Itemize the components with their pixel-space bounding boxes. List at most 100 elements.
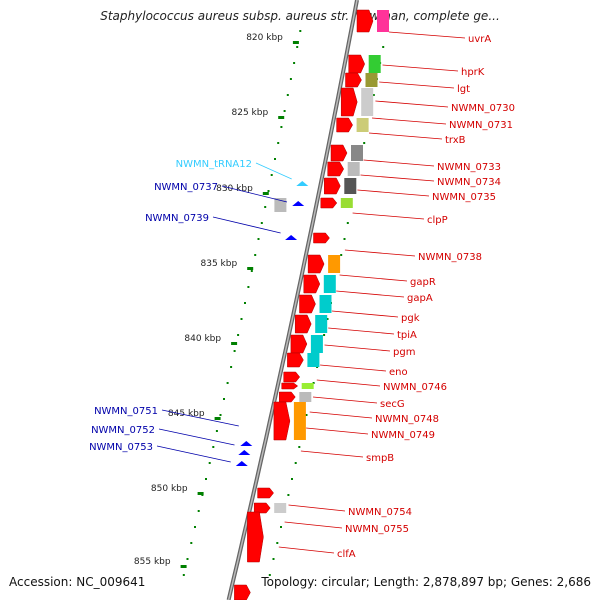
outer-tick-dot bbox=[346, 222, 349, 224]
gene-box bbox=[361, 88, 374, 116]
tick-dot bbox=[270, 174, 273, 176]
gene-label: NWMN_0738 bbox=[418, 252, 482, 263]
tick-label: 820 kbp bbox=[246, 33, 283, 43]
gene-arrow bbox=[247, 511, 264, 563]
gene-arrow bbox=[313, 232, 330, 244]
outer-tick-dot bbox=[372, 94, 375, 96]
outer-tick-dot bbox=[343, 238, 346, 240]
gene-arrow bbox=[253, 502, 271, 514]
gene-arrow bbox=[287, 352, 304, 368]
leader-line bbox=[382, 64, 459, 72]
gene-label: trxB bbox=[445, 135, 466, 146]
leader-line bbox=[357, 189, 430, 197]
gene-box bbox=[377, 10, 389, 32]
leader-line bbox=[352, 212, 425, 220]
leader-line bbox=[375, 100, 449, 108]
outer-tick-dot bbox=[298, 446, 301, 448]
tick-dot bbox=[260, 222, 263, 224]
outer-tick-dot bbox=[294, 462, 297, 464]
gene-box bbox=[344, 178, 357, 194]
gene-label: clfA bbox=[337, 549, 356, 560]
outer-tick-dot bbox=[280, 526, 282, 528]
gene-label: NWMN_0730 bbox=[451, 103, 515, 114]
gene-arrow bbox=[283, 371, 301, 383]
tick-dot bbox=[254, 254, 257, 256]
gene-box bbox=[368, 55, 381, 73]
major-tick bbox=[247, 267, 254, 270]
left-gene-arrow bbox=[296, 181, 309, 186]
gene-arrow bbox=[294, 314, 312, 334]
tick-dot bbox=[283, 110, 286, 112]
major-tick bbox=[180, 565, 187, 568]
gene-label: gapR bbox=[410, 277, 436, 288]
gene-box bbox=[274, 503, 287, 513]
leader-line bbox=[255, 162, 292, 180]
gene-label: NWMN_0734 bbox=[437, 177, 501, 188]
tick-dot bbox=[208, 462, 211, 464]
tick-dot bbox=[230, 366, 233, 368]
left-gene-arrow bbox=[238, 450, 251, 455]
gene-label: clpP bbox=[427, 215, 448, 226]
tick-dot bbox=[293, 62, 296, 64]
tick-dot bbox=[190, 542, 193, 544]
gene-arrow bbox=[356, 9, 374, 33]
leader-line bbox=[158, 428, 235, 446]
gene-box bbox=[293, 402, 306, 440]
gene-arrow bbox=[303, 274, 321, 294]
gene-label: pgm bbox=[393, 347, 415, 358]
gene-label: NWMN_0737 bbox=[154, 182, 218, 193]
gene-label: hprK bbox=[461, 67, 485, 78]
feature-track bbox=[234, 9, 389, 600]
major-tick bbox=[231, 342, 238, 345]
leader-line bbox=[284, 521, 343, 529]
tick-dot bbox=[257, 238, 260, 240]
gene-label: lgt bbox=[457, 84, 470, 95]
gene-arrow bbox=[330, 144, 348, 162]
gene-label: NWMN_0749 bbox=[371, 430, 435, 441]
gene-box bbox=[351, 145, 363, 161]
outer-tick-dot bbox=[340, 254, 343, 256]
left-gene-arrow bbox=[235, 461, 248, 466]
gene-label: NWMN_tRNA12 bbox=[176, 159, 252, 170]
gene-box bbox=[356, 118, 369, 132]
leader-line bbox=[388, 31, 466, 39]
outer-tick-dot bbox=[323, 334, 326, 336]
gene-label: NWMN_0754 bbox=[348, 507, 412, 518]
gene-label: NWMN_0751 bbox=[94, 406, 158, 417]
leader-line bbox=[339, 274, 408, 282]
gene-arrow bbox=[281, 382, 299, 390]
tick-dot bbox=[219, 414, 222, 416]
gene-label: NWMN_0748 bbox=[375, 414, 439, 425]
gene-arrow bbox=[340, 87, 358, 117]
tick-dot bbox=[267, 190, 270, 192]
gene-arrow bbox=[299, 294, 316, 314]
tick-dot bbox=[286, 94, 289, 96]
gene-arrow bbox=[307, 254, 325, 274]
gene-label: NWMN_0755 bbox=[345, 524, 409, 535]
major-tick bbox=[278, 116, 285, 119]
tick-dot bbox=[277, 142, 280, 144]
gene-label: NWMN_0739 bbox=[145, 213, 209, 224]
tick-dot bbox=[274, 158, 276, 160]
leader-line bbox=[328, 327, 395, 335]
leader-line bbox=[278, 546, 335, 554]
gene-box bbox=[319, 295, 332, 313]
left-gene-arrow bbox=[292, 201, 305, 206]
tick-dot bbox=[197, 510, 200, 512]
tick-label: 845 kbp bbox=[168, 409, 205, 419]
summary-text: Topology: circular; Length: 2,878,897 bp… bbox=[261, 575, 591, 589]
outer-tick-dot bbox=[305, 414, 308, 416]
leader-line bbox=[363, 159, 435, 167]
gene-arrow bbox=[327, 161, 344, 177]
major-tick bbox=[214, 417, 221, 420]
outer-tick-dot bbox=[291, 478, 293, 480]
gene-box bbox=[299, 392, 312, 402]
tick-label: 855 kbp bbox=[134, 557, 171, 567]
gene-box bbox=[323, 275, 336, 293]
gene-label: NWMN_0731 bbox=[449, 120, 513, 131]
label-track: uvrA hprK lgt NWMN_0730 NWMN_0731 trxB NWMN_07… bbox=[89, 31, 515, 560]
gene-label: secG bbox=[380, 399, 405, 410]
tick-label: 835 kbp bbox=[201, 259, 238, 269]
major-tick bbox=[292, 41, 299, 44]
